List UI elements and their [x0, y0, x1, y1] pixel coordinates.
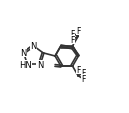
Text: F: F	[81, 69, 86, 78]
Text: F: F	[81, 75, 86, 84]
Text: F: F	[76, 66, 80, 74]
Text: HN: HN	[19, 60, 32, 69]
Text: N: N	[30, 41, 37, 50]
Text: F: F	[71, 29, 75, 38]
Text: F: F	[76, 26, 80, 35]
Text: N: N	[37, 61, 43, 70]
Text: N: N	[20, 49, 26, 58]
Text: F: F	[71, 35, 75, 44]
